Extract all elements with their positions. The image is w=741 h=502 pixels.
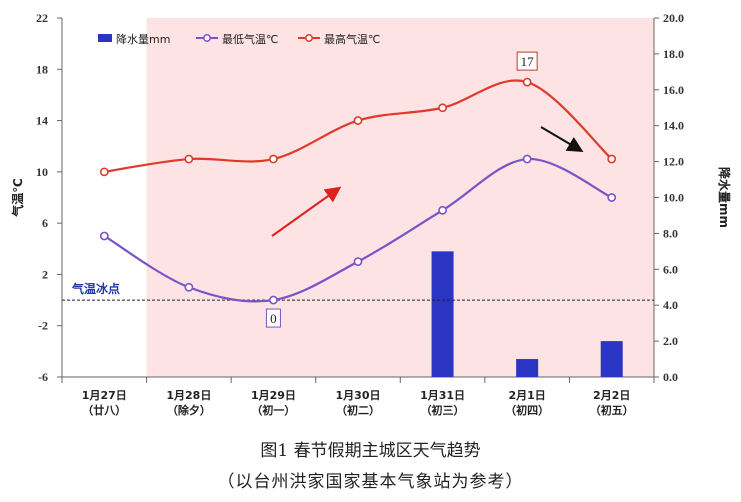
right-tick-label: 4.0 [663,298,678,312]
temperature-lines: 17 0 [99,51,617,328]
min-temp-box [265,308,281,328]
figure-caption: 图1 春节假期主城区天气趋势 [260,441,481,461]
x-tick-label: 2月1日 [508,389,545,402]
legend-marker [305,34,313,42]
axes: -6 -2 2 6 10 14 18 22 0.0 2.0 4.0 6.0 8.0 10.0 12.0 14.… [36,11,684,417]
legend-label: 最高气温℃ [324,32,380,46]
x-tick-label: 1月28日 [166,389,211,402]
freezing-point-label: 气温冰点 [71,281,120,296]
min-temp-point [353,257,363,267]
figure-subcaption: （以台州洪家国家基本气象站为参考） [217,472,524,492]
min-temp-point [607,193,617,202]
max-temp-point [438,103,447,113]
min-temp-point [269,295,278,305]
legend: 降水量mm 最低气温℃ 最高气温℃ [98,32,380,46]
right-axis-title: 降水量mm [717,167,732,228]
x-tick-sublabel: （初一） [251,403,295,417]
left-tick-label: 14 [36,114,48,128]
max-temp-annotation: 17 [521,54,535,69]
left-tick-label: -6 [38,370,48,384]
x-tick-sublabel: （廿八） [82,403,126,417]
precipitation-bar [431,251,454,377]
x-tick-label: 1月30日 [336,389,381,402]
right-tick-label: 12.0 [663,155,684,169]
left-tick-label: 6 [42,216,48,230]
x-tick-sublabel: （初二） [336,403,380,417]
legend-marker [203,34,211,42]
x-tick-label: 1月27日 [82,389,127,402]
left-tick-label: 18 [36,62,48,76]
x-tick-label: 1月29日 [251,389,296,402]
holiday-shading [146,18,655,377]
cooling-arrow-icon [540,126,584,153]
legend-label: 降水量mm [116,32,170,46]
min-temp-point [438,205,447,215]
max-temp-box [516,51,538,71]
min-temp-annotation: 0 [270,311,277,326]
right-tick-label: 10.0 [663,191,684,205]
weather-trend-chart: -6 -2 2 6 10 14 18 22 0.0 2.0 4.0 6.0 8.0 10.0 12.0 14.… [10,11,732,417]
x-tick-label: 1月31日 [420,389,465,402]
axis-labels: 气温℃ 降水量mm [10,167,732,228]
right-tick-label: 0.0 [663,370,678,384]
max-temp-point [522,77,532,87]
x-tick-label: 2月2日 [593,389,630,402]
min-temp-point [99,231,109,241]
right-tick-label: 16.0 [663,83,684,97]
left-tick-label: 10 [36,165,48,179]
x-tick-sublabel: （初四） [505,403,549,417]
right-tick-label: 2.0 [663,334,678,348]
left-axis-title: 气温℃ [10,178,25,218]
warming-arrow-icon [271,186,342,237]
max-temp-point [99,167,109,177]
min-temp-point [184,282,194,292]
left-tick-label: 22 [36,11,48,25]
max-temp-point [184,154,194,164]
precipitation-bar [600,341,623,377]
trend-arrows [271,126,584,237]
x-tick-sublabel: （初三） [421,403,465,417]
x-tick-sublabel: （初五） [590,403,634,417]
right-tick-label: 14.0 [663,119,684,133]
right-tick-label: 18.0 [663,47,684,61]
min-temp-point [522,154,532,164]
left-tick-label: -2 [38,319,48,333]
precipitation-bars [431,251,623,377]
right-tick-label: 6.0 [663,262,678,276]
precipitation-bar [516,359,539,377]
max-temp-point [269,154,278,164]
x-tick-sublabel: （除夕） [167,403,211,417]
right-tick-label: 20.0 [663,11,684,25]
max-temp-point [353,116,363,125]
left-tick-label: 2 [42,267,48,281]
legend-bar-swatch [98,34,112,42]
right-tick-label: 8.0 [663,226,678,240]
legend-label: 最低气温℃ [222,32,278,46]
max-temp-point [607,154,617,164]
